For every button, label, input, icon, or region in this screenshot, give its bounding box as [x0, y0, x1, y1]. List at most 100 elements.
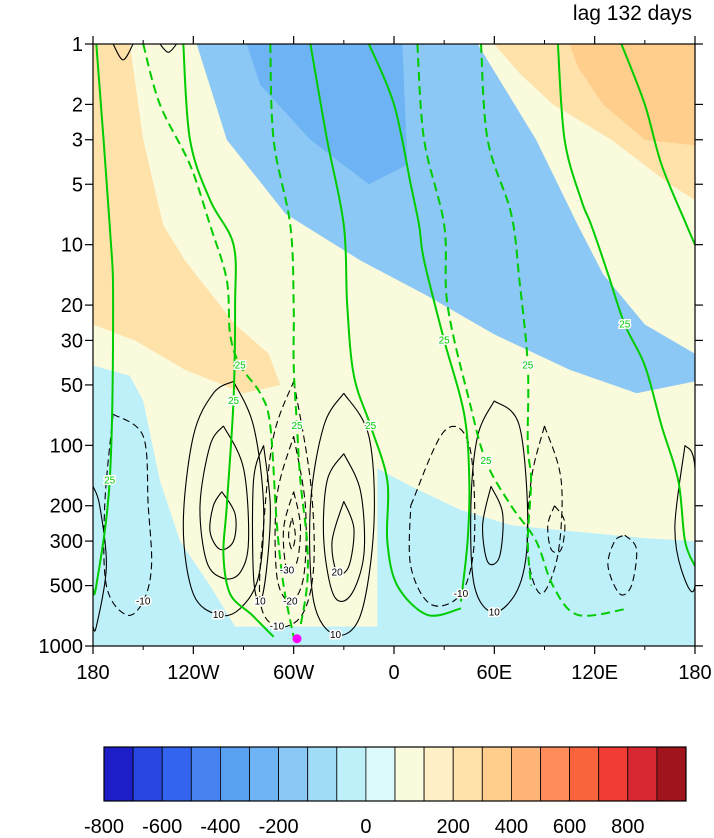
filled-contour-regions	[93, 44, 695, 646]
colorbar-box-11	[423, 746, 454, 802]
contour-label-4: -10	[270, 622, 285, 633]
y-tick-label-7: 50	[61, 375, 83, 397]
black-contour-17	[607, 534, 638, 596]
colorbar-box-12	[452, 746, 483, 802]
contour-label-24: 25	[235, 361, 247, 372]
y-tick-label-10: 300	[50, 531, 83, 553]
colorbar-box-5	[249, 746, 280, 802]
contour-label-3: 10	[255, 597, 267, 608]
colorbar-box-8	[336, 746, 367, 802]
x-tick-label-3: 0	[388, 662, 399, 684]
black-contour-5	[274, 436, 307, 603]
colorbar-box-0	[103, 746, 134, 802]
colorbar-box-14	[510, 746, 541, 802]
contour-label-30: 25	[619, 320, 631, 331]
y-tick-label-11: 500	[50, 576, 83, 598]
contour-label-8: 10	[330, 630, 342, 641]
x-axis: 180 120W 60W 0 60E 120E 180	[76, 36, 712, 684]
green-contour-29	[480, 44, 533, 586]
contour-label-12: -10	[454, 589, 469, 600]
black-contour-2	[209, 491, 237, 551]
colorbar-box-10	[394, 746, 425, 802]
y-tick-label-4: 10	[61, 235, 83, 257]
y-tick-label-1: 2	[72, 94, 83, 116]
y-tick-label-9: 200	[50, 496, 83, 518]
contour-label-10: 20	[332, 567, 344, 578]
colorbar-box-15	[540, 746, 571, 802]
colorbar-label-8: 800	[611, 816, 644, 838]
colorbar-label-0: -800	[84, 816, 124, 838]
green-contour-30	[556, 44, 695, 567]
x-tick-label-2: 60W	[273, 662, 314, 684]
colorbar-box-9	[365, 746, 396, 802]
y-tick-label-0: 1	[72, 34, 83, 56]
green-contour-23	[182, 44, 275, 638]
region-surface-cool	[93, 626, 695, 646]
black-contour-16	[547, 505, 566, 554]
colorbar-label-7: 600	[553, 816, 586, 838]
region-upper-warm-west	[93, 44, 281, 394]
black-contour-14	[482, 486, 504, 566]
black-contour-20	[159, 44, 178, 53]
colorbar-box-4	[219, 746, 250, 802]
colorbar: -800 -600 -400 -200 0 200 400 600 800	[84, 746, 687, 838]
colorbar-label-4: 0	[360, 816, 371, 838]
colorbar-box-2	[161, 746, 192, 802]
green-contour-24	[142, 44, 295, 637]
x-tick-label-6: 180	[678, 662, 711, 684]
contour-label-0: 10	[213, 610, 225, 621]
black-contour-4	[258, 381, 315, 628]
contour-label-26: 25	[365, 421, 377, 432]
x-tick-label-5: 120E	[571, 662, 618, 684]
colorbar-box-13	[481, 746, 512, 802]
black-contour-12	[408, 425, 476, 607]
contour-label-29: 25	[522, 361, 534, 372]
colorbar-box-6	[278, 746, 309, 802]
contour-label-11: -10	[136, 597, 151, 608]
colorbar-box-1	[132, 746, 163, 802]
contour-label-23: 25	[228, 396, 240, 407]
colorbar-box-17	[598, 746, 629, 802]
y-tick-label-3: 5	[72, 174, 83, 196]
region-lower-cool-west	[93, 365, 236, 627]
black-contour-10	[331, 501, 355, 575]
colorbar-frame	[103, 746, 687, 802]
x-tick-label-0: 180	[76, 662, 109, 684]
chart-title: lag 132 days	[573, 2, 692, 25]
colorbar-label-1: -600	[142, 816, 182, 838]
contour-label-25: 25	[291, 421, 303, 432]
black-contour-21	[112, 44, 134, 61]
y-tick-label-2: 3	[72, 130, 83, 152]
marker-dot	[292, 634, 302, 644]
colorbar-box-3	[190, 746, 221, 802]
contour-label-22: 25	[104, 476, 116, 487]
y-tick-label-6: 30	[61, 330, 83, 352]
contour-label-13: 10	[489, 607, 501, 618]
colorbar-label-2: -400	[200, 816, 240, 838]
x-tick-label-4: 60E	[477, 662, 513, 684]
black-contour-19	[93, 486, 107, 632]
colorbar-box-7	[307, 746, 338, 802]
location-marker	[292, 634, 302, 644]
y-tick-label-5: 20	[61, 295, 83, 317]
colorbar-label-6: 400	[495, 816, 528, 838]
colorbar-box-19	[656, 746, 687, 802]
contour-label-27: 25	[439, 335, 451, 346]
green-contour-22	[93, 44, 115, 596]
black-contour-11	[103, 413, 153, 616]
black-contour-0	[182, 380, 265, 617]
region-upper-warm-east-core	[569, 44, 695, 146]
black-contour-9	[322, 453, 366, 602]
green-contour-27	[367, 44, 471, 602]
colorbar-label-5: 200	[437, 816, 470, 838]
y-axis: 1 2 3 5 10 20 30 50 100 200 300 500 1000	[39, 34, 703, 658]
contour-labels: 10 10 -10 -20 -30 10 20 -10 -10 10 25 25 25 25 25 25 25 2…	[103, 318, 633, 642]
colorbar-box-16	[569, 746, 600, 802]
black-contour-8	[309, 392, 375, 636]
green-contour-28	[416, 44, 629, 617]
contour-lines	[93, 44, 695, 638]
black-contour-6	[282, 491, 302, 573]
y-tick-label-12: 1000	[39, 636, 84, 658]
contour-label-6: -30	[280, 565, 295, 576]
